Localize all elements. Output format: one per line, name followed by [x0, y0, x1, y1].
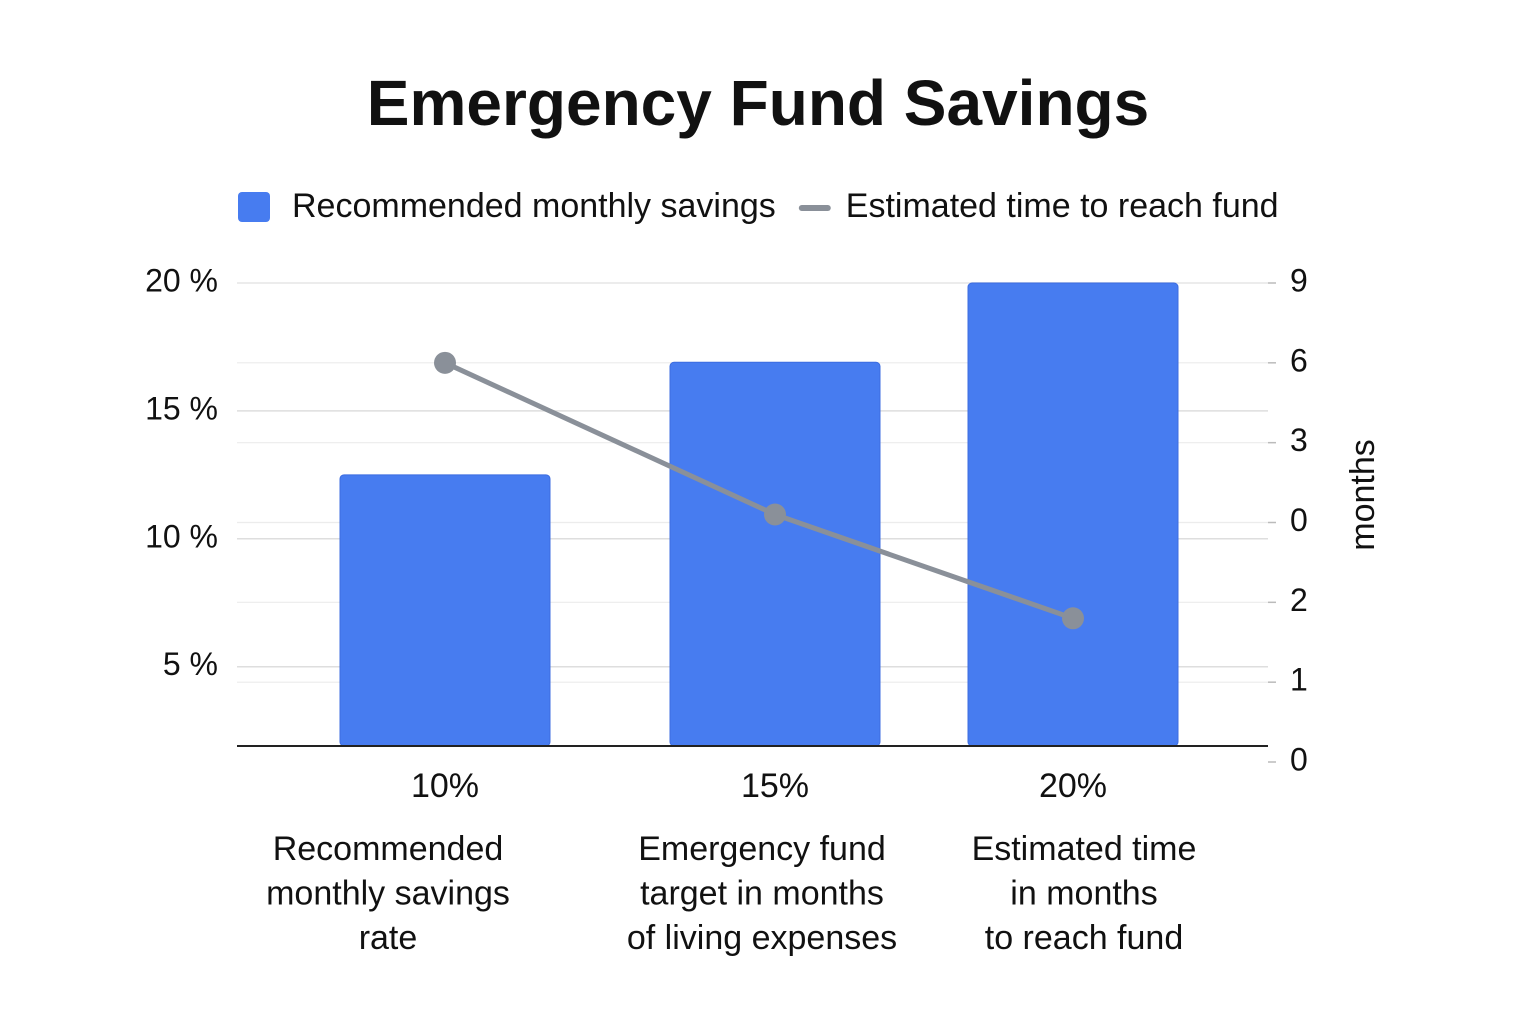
y2-tick-label: 3: [1290, 422, 1308, 458]
category-description: Recommended: [273, 830, 504, 868]
legend-swatch: [238, 192, 270, 222]
x-tick-label: 20%: [1039, 767, 1107, 805]
y2-axis-label: months: [1344, 439, 1382, 551]
line-marker: [764, 503, 786, 526]
category-description: monthly savings: [266, 874, 510, 912]
line-marker: [1062, 607, 1084, 630]
bar: [669, 361, 881, 747]
bar: [967, 282, 1179, 747]
category-description: Estimated time: [972, 830, 1197, 868]
y-tick-label: 15 %: [145, 390, 218, 426]
y2-tick-label: 6: [1290, 342, 1308, 378]
category-description: to reach fund: [985, 919, 1183, 957]
x-tick-label: 15%: [741, 767, 809, 805]
category-description: rate: [359, 919, 418, 957]
category-description: in months: [1010, 874, 1157, 912]
legend-label: Estimated time to reach fund: [846, 187, 1279, 225]
chart-title: Emergency Fund Savings: [367, 67, 1149, 139]
y-tick-label: 20 %: [145, 262, 218, 298]
bar: [339, 474, 551, 747]
category-description: of living expenses: [627, 919, 897, 957]
y-tick-label: 5 %: [163, 646, 218, 682]
category-description: target in months: [640, 874, 884, 912]
y2-tick-label: 1: [1290, 662, 1308, 698]
y-tick-label: 10 %: [145, 518, 218, 554]
y2-tick-label: 2: [1290, 582, 1308, 618]
legend-label: Recommended monthly savings: [292, 187, 776, 225]
line-marker: [434, 351, 456, 374]
y2-tick-label: 9: [1290, 262, 1308, 298]
category-description: Emergency fund: [638, 830, 886, 868]
x-tick-label: 10%: [411, 767, 479, 805]
y2-tick-label: 0: [1290, 502, 1308, 538]
y2-tick-label: 0: [1290, 741, 1308, 777]
